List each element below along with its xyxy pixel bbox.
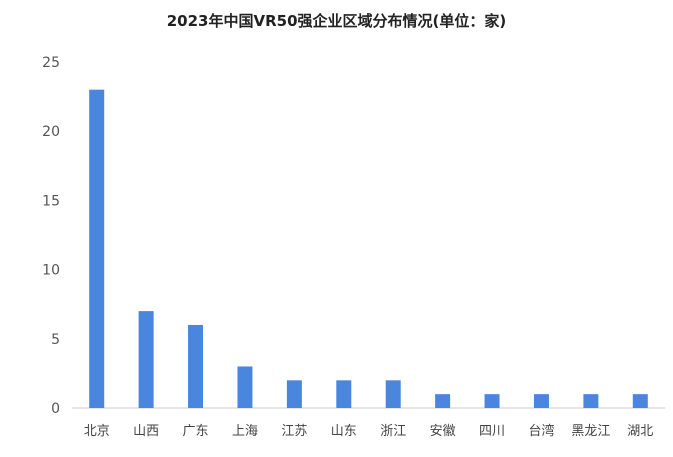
x-tick-label: 山西 — [133, 424, 159, 439]
bar-上海 — [237, 366, 253, 408]
x-tick-label: 江苏 — [281, 423, 307, 439]
y-tick-label: 20 — [42, 124, 60, 140]
bar-广东 — [188, 324, 204, 408]
bar-黑龙江 — [583, 394, 599, 408]
y-tick-label: 5 — [51, 332, 60, 348]
y-tick-label: 10 — [42, 263, 60, 279]
bar-北京 — [89, 89, 105, 409]
chart-title: 2023年中国VR50强企业区域分布情况(单位：家) — [166, 12, 507, 30]
bar-安徽 — [435, 394, 451, 408]
y-axis-ticks: 0 5 10 15 20 25 — [42, 55, 60, 417]
bar-浙江 — [385, 380, 401, 408]
bar-湖北 — [632, 394, 648, 408]
bar-山西 — [138, 311, 154, 408]
y-tick-label: 15 — [42, 193, 60, 209]
x-tick-label: 湖北 — [627, 424, 653, 439]
bar-台湾 — [533, 394, 549, 408]
x-tick-label: 安徽 — [430, 424, 456, 439]
x-tick-label: 浙江 — [380, 424, 406, 439]
x-tick-label: 上海 — [232, 424, 258, 439]
x-axis-labels: 北京 山西 广东 上海 江苏 山东 浙江 安徽 四川 台湾 黑龙江 湖北 — [84, 423, 654, 439]
bar-江苏 — [286, 380, 302, 408]
x-tick-label: 台湾 — [528, 423, 554, 439]
bars — [89, 89, 648, 409]
bar-山东 — [336, 380, 352, 408]
x-tick-label: 广东 — [183, 424, 209, 439]
bar-四川 — [484, 394, 500, 408]
x-tick-label: 山东 — [331, 424, 357, 439]
y-tick-label: 25 — [42, 55, 60, 71]
x-tick-label: 四川 — [479, 424, 505, 439]
x-tick-label: 黑龙江 — [571, 424, 610, 439]
y-tick-label: 0 — [51, 401, 60, 417]
x-tick-label: 北京 — [84, 424, 110, 439]
